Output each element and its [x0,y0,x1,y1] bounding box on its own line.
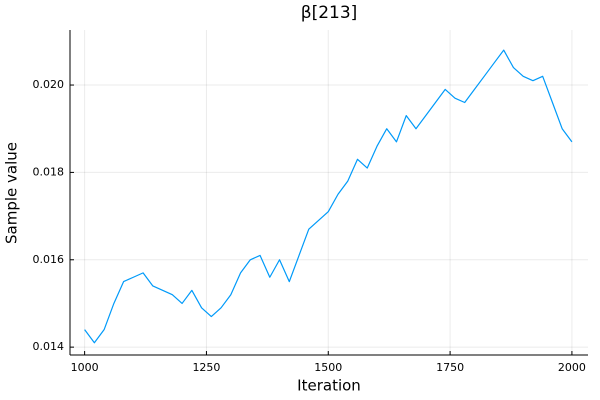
x-tick-label: 1250 [192,361,220,374]
series-line [84,49,573,344]
chart-title: β[213] [301,3,358,23]
x-tick-label: 1000 [71,361,99,374]
y-tick-label: 0.016 [33,253,65,266]
x-tick-label: 1750 [436,361,464,374]
y-axis-label: Sample value [3,142,21,244]
x-axis-label: Iteration [297,377,361,395]
x-tick-label: 2000 [558,361,586,374]
x-tick-label: 1500 [314,361,342,374]
y-tick-label: 0.014 [33,340,65,353]
y-tick-label: 0.020 [33,78,65,91]
y-tick-label: 0.018 [33,165,65,178]
